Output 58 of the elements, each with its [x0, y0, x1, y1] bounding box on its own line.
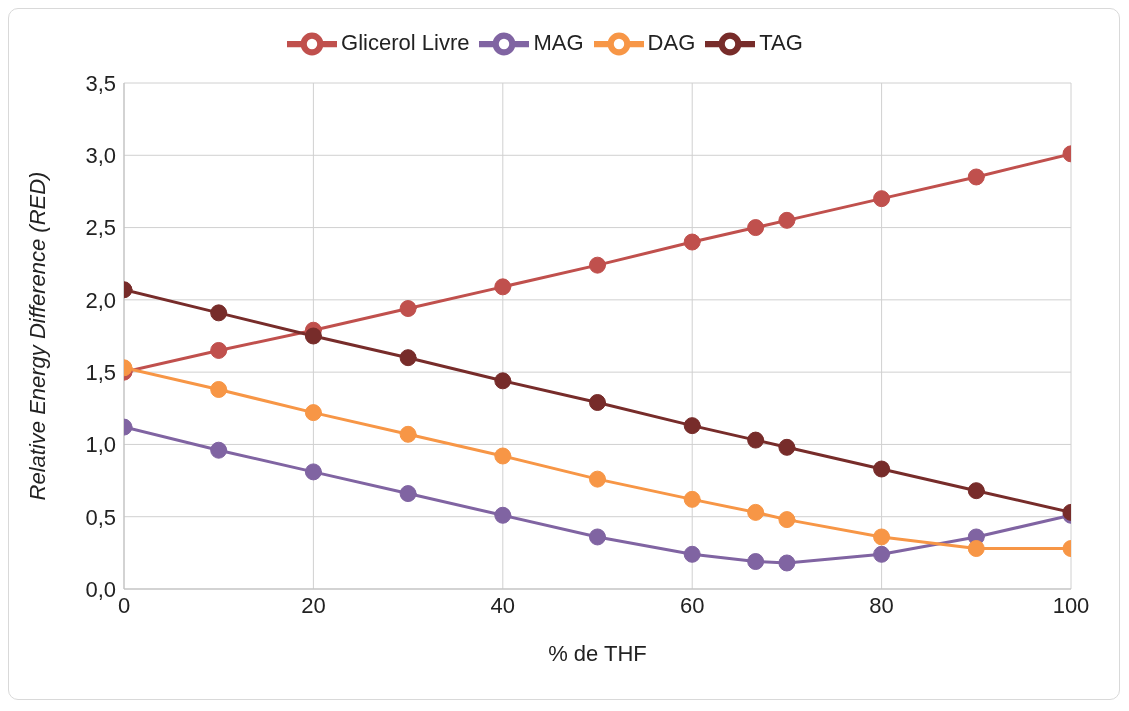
- point: [747, 503, 765, 521]
- point: [589, 256, 606, 274]
- legend-label: DAG: [647, 29, 696, 55]
- point: [494, 278, 512, 296]
- point: [873, 190, 891, 208]
- x-tick-label: 0: [117, 592, 131, 618]
- point: [747, 219, 765, 237]
- point: [304, 327, 322, 345]
- point: [210, 441, 228, 459]
- x-tick-label: 20: [301, 592, 326, 618]
- point: [399, 485, 417, 503]
- point: [683, 417, 701, 435]
- y-tick-label: 0,0: [85, 576, 116, 602]
- point: [494, 447, 512, 465]
- legend-label: MAG: [533, 29, 584, 55]
- x-tick-label: 40: [490, 592, 516, 618]
- point: [304, 404, 322, 422]
- x-tick-label: 80: [869, 592, 894, 618]
- point: [589, 394, 606, 411]
- point: [683, 490, 701, 508]
- point: [778, 511, 796, 529]
- point: [967, 482, 985, 500]
- point: [873, 528, 891, 546]
- x-tick-label: 60: [679, 592, 705, 618]
- y-tick-label: 3,0: [85, 143, 116, 169]
- point: [210, 380, 228, 398]
- point: [494, 372, 512, 390]
- point: [589, 470, 606, 488]
- y-tick-label: 2,5: [85, 215, 116, 241]
- point: [304, 463, 322, 481]
- point: [494, 506, 512, 524]
- point: [778, 554, 796, 572]
- point: [967, 168, 985, 186]
- legend-label: TAG: [759, 29, 803, 55]
- y-tick-label: 1,0: [85, 432, 116, 458]
- point: [399, 300, 417, 318]
- y-tick-label: 1,5: [85, 359, 116, 385]
- y-tick-label: 2,0: [85, 287, 116, 313]
- y-tick-label: 3,5: [85, 70, 116, 96]
- x-tick-label: 100: [1052, 592, 1090, 618]
- point: [778, 211, 796, 229]
- point: [210, 304, 228, 322]
- point: [399, 425, 417, 443]
- point: [210, 341, 228, 359]
- legend-label: Glicerol Livre: [341, 29, 470, 55]
- point: [589, 528, 606, 546]
- point: [778, 438, 796, 456]
- point: [747, 431, 765, 449]
- point: [683, 545, 701, 563]
- x-axis-title: % de THF: [548, 641, 647, 666]
- y-tick-label: 0,5: [85, 504, 116, 530]
- point: [967, 540, 985, 558]
- point: [399, 349, 417, 367]
- y-axis-title: Relative Energy Difference (RED): [24, 171, 50, 501]
- point: [683, 233, 701, 251]
- point: [873, 460, 891, 478]
- point: [747, 553, 765, 571]
- point: [873, 545, 891, 563]
